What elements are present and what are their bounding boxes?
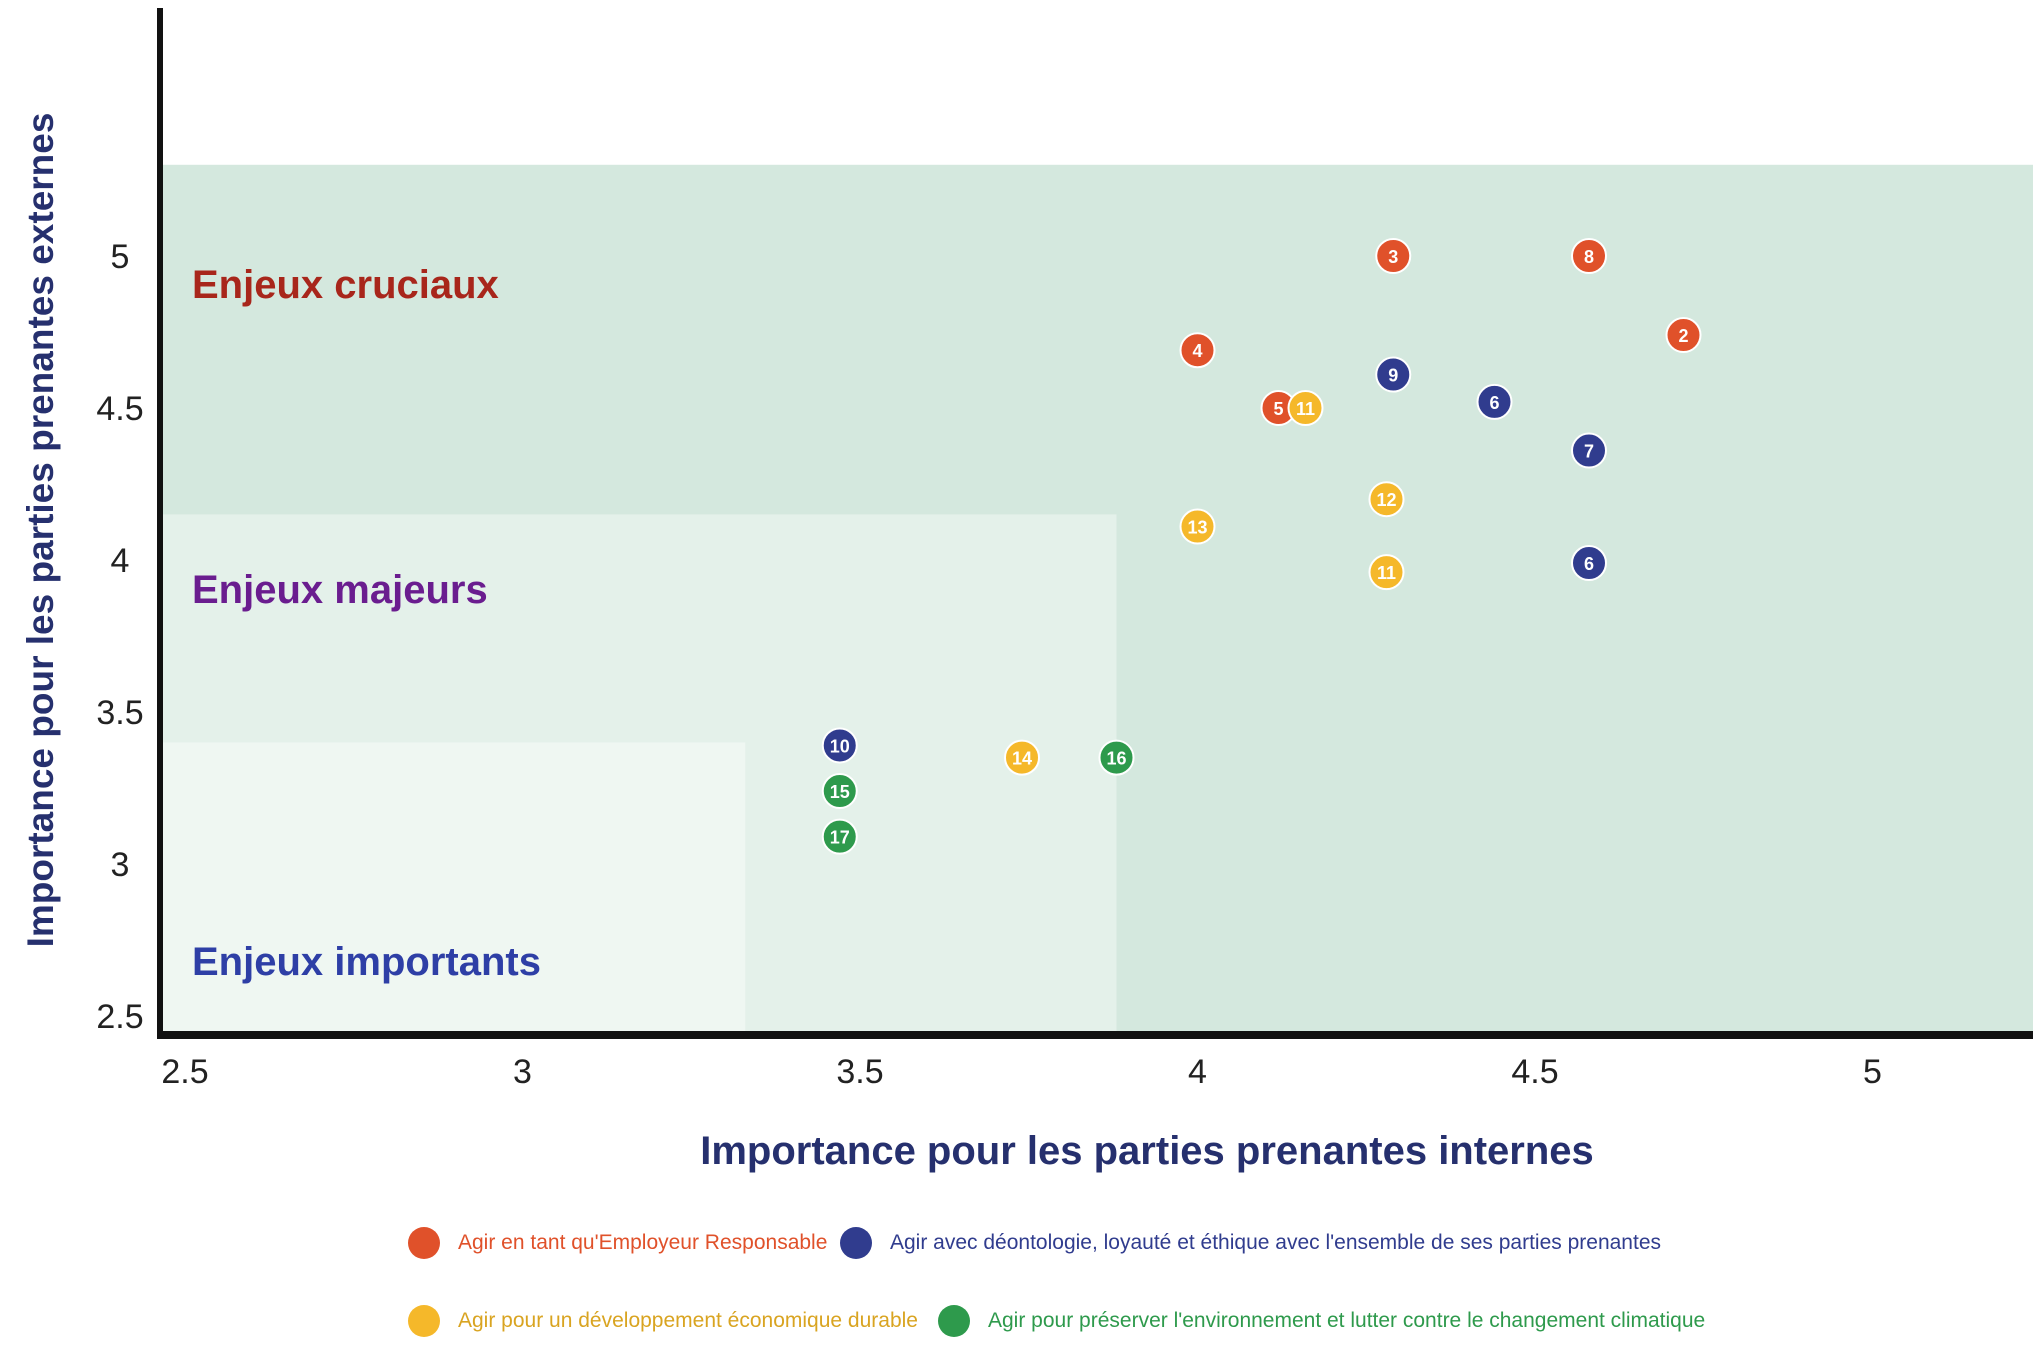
x-tick-label: 5 — [1863, 1053, 1882, 1091]
zone-label-crucial: Enjeux cruciaux — [192, 263, 499, 307]
point-marker — [1665, 317, 1702, 354]
x-tick-label: 4 — [1188, 1053, 1207, 1091]
data-point: 6 — [1476, 383, 1513, 420]
data-point: 17 — [821, 818, 858, 855]
y-tick-label: 3 — [111, 846, 130, 884]
zone-label-major: Enjeux majeurs — [192, 568, 488, 612]
zone-important — [160, 742, 746, 1035]
zones-layer — [160, 164, 2033, 1036]
zone-label-important: Enjeux importants — [192, 940, 541, 984]
point-marker — [1571, 545, 1607, 582]
legend-label: Agir pour préserver l'environnement et l… — [988, 1309, 1706, 1332]
point-label: 9 — [1388, 366, 1398, 386]
data-point: 3 — [1375, 238, 1412, 274]
point-marker — [1476, 383, 1513, 420]
x-tick-label: 3 — [513, 1053, 532, 1091]
data-point: 15 — [821, 773, 858, 810]
legend-marker-blue — [840, 1227, 872, 1259]
data-point: 13 — [1179, 508, 1216, 545]
point-marker — [821, 727, 858, 764]
data-point: 6 — [1571, 545, 1607, 582]
y-axis-title: Importance pour les parties prenantes ex… — [20, 113, 61, 948]
data-point: 14 — [1004, 739, 1040, 776]
point-label: 12 — [1376, 490, 1396, 510]
point-marker — [1004, 739, 1040, 776]
point-marker — [1571, 238, 1607, 274]
legend-marker-yellow — [408, 1305, 440, 1337]
point-label: 11 — [1296, 399, 1315, 419]
ticks-layer: 2.5 3 3.5 4 4.5 5 2.5 3 3.5 4 4.5 5 — [96, 238, 1882, 1091]
point-label: 16 — [1106, 749, 1126, 769]
point-marker — [1368, 554, 1405, 591]
point-label: 6 — [1584, 554, 1594, 574]
point-label: 10 — [830, 736, 850, 756]
legend-item-environment: Agir pour préserver l'environnement et l… — [938, 1296, 1705, 1346]
point-label: 8 — [1584, 247, 1594, 267]
y-tick-label: 4.5 — [96, 390, 143, 428]
point-marker — [821, 818, 858, 855]
legend-item-employer: Agir en tant qu'Employeur Responsable — [408, 1218, 827, 1268]
data-point: 7 — [1571, 432, 1607, 469]
point-label: 7 — [1584, 442, 1594, 462]
point-marker — [821, 773, 858, 810]
legend-marker-green — [938, 1305, 970, 1337]
y-tick-label: 2.5 — [96, 998, 143, 1036]
legend-label: Agir avec déontologie, loyauté et éthiqu… — [890, 1231, 1662, 1254]
point-label: 11 — [1377, 563, 1396, 583]
zone-labels-layer: Enjeux cruciaux Enjeux majeurs Enjeux impo… — [192, 263, 541, 984]
point-label: 13 — [1187, 518, 1207, 538]
point-label: 14 — [1012, 749, 1032, 769]
point-marker — [1571, 432, 1607, 469]
y-tick-label: 5 — [111, 238, 130, 276]
point-marker — [1375, 356, 1412, 393]
point-label: 15 — [830, 782, 850, 802]
point-marker — [1375, 238, 1412, 274]
point-label: 17 — [830, 828, 850, 848]
point-marker — [1098, 739, 1135, 776]
data-point: 8 — [1571, 238, 1607, 274]
x-axis-title: Importance pour les parties prenantes in… — [700, 1129, 1594, 1173]
data-point: 12 — [1368, 481, 1405, 518]
point-label: 6 — [1489, 393, 1499, 413]
point-marker — [1179, 508, 1216, 545]
data-point: 11 — [1368, 554, 1405, 591]
x-tick-label: 4.5 — [1511, 1053, 1558, 1091]
point-marker — [1179, 332, 1216, 369]
legend-marker-orange — [408, 1227, 440, 1259]
point-label: 5 — [1273, 399, 1283, 419]
point-label: 4 — [1192, 341, 1202, 361]
data-point: 11 — [1287, 390, 1324, 426]
data-point: 9 — [1375, 356, 1412, 393]
y-tick-label: 3.5 — [96, 694, 143, 732]
legend-label: Agir en tant qu'Employeur Responsable — [458, 1231, 828, 1254]
x-tick-label: 2.5 — [161, 1053, 208, 1091]
data-point: 4 — [1179, 332, 1216, 369]
data-point: 2 — [1665, 317, 1702, 354]
point-label: 2 — [1678, 326, 1688, 346]
point-marker — [1287, 390, 1324, 426]
y-tick-label: 4 — [111, 542, 130, 580]
point-label: 3 — [1388, 247, 1398, 267]
legend-item-economic: Agir pour un développement économique du… — [408, 1296, 918, 1346]
data-point: 16 — [1098, 739, 1135, 776]
legend-item-ethics: Agir avec déontologie, loyauté et éthiqu… — [840, 1218, 1661, 1268]
legend-label: Agir pour un développement économique du… — [458, 1309, 918, 1332]
x-tick-label: 3.5 — [836, 1053, 883, 1091]
point-marker — [1368, 481, 1405, 518]
legend: Agir en tant qu'Employeur Responsable Ag… — [0, 1218, 2041, 1337]
points-layer: 3 8 2 4 5 9 6 7 6 10 11 12 13 11 14 16 15 17 — [821, 238, 1702, 855]
axes-layer — [157, 8, 2033, 1039]
data-point: 10 — [821, 727, 858, 764]
